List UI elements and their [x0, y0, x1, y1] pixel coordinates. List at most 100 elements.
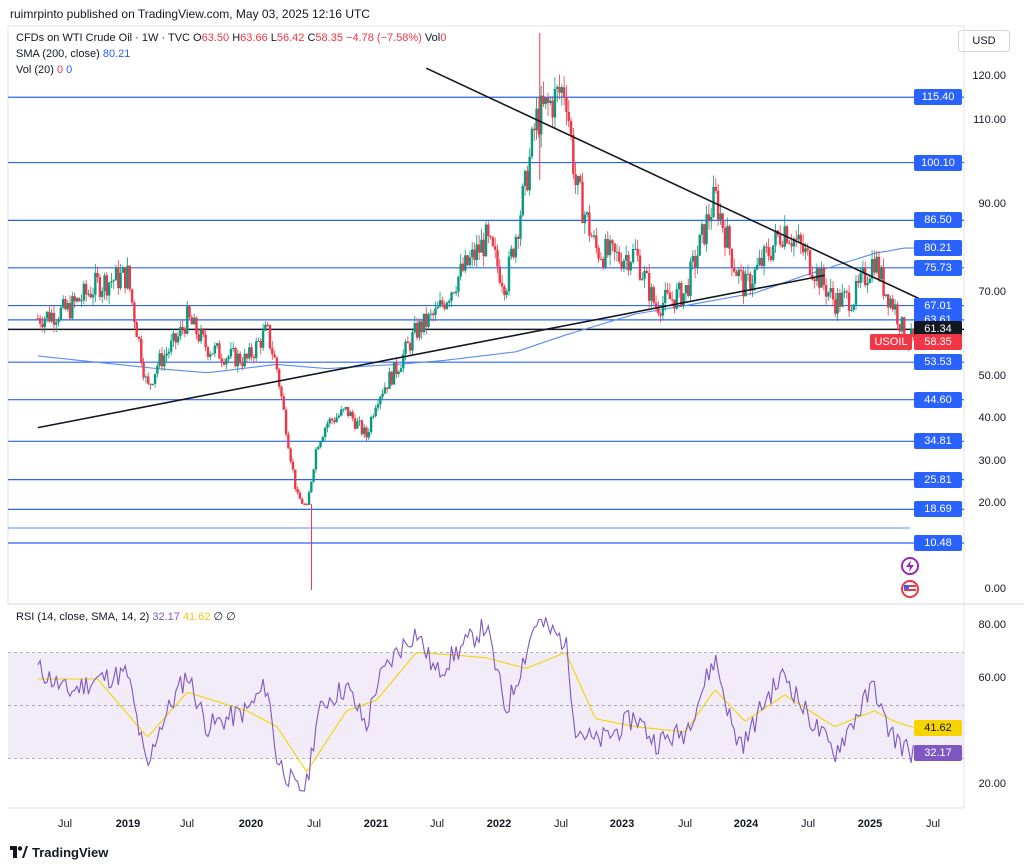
price-tick: 50.00	[978, 370, 1006, 382]
candle-body	[232, 348, 235, 350]
candle-body	[569, 121, 573, 135]
candle-body	[349, 411, 352, 416]
candle-body	[581, 182, 584, 224]
candle-body	[356, 421, 359, 429]
candle-body	[144, 376, 148, 378]
candle-body	[693, 255, 697, 269]
candle-body	[385, 387, 389, 389]
candle-body	[280, 386, 283, 397]
close-label: C	[307, 32, 316, 44]
footer-brand[interactable]: TradingView	[10, 845, 108, 860]
rsi-value: 32.17	[152, 611, 180, 623]
candle-body	[80, 300, 83, 302]
rsi-tick: 60.00	[978, 672, 1006, 684]
candle-body	[418, 321, 421, 338]
candle-body	[415, 323, 419, 338]
candle-body	[836, 293, 839, 314]
candle-body	[859, 273, 862, 283]
candle-body	[820, 268, 823, 288]
candle-body	[273, 354, 276, 358]
candle-body	[167, 351, 171, 354]
candle-body	[477, 244, 481, 253]
candle-body	[602, 259, 605, 268]
candle-body	[875, 256, 878, 273]
candle-body	[526, 170, 529, 191]
candle-body	[505, 291, 508, 296]
candle-body	[682, 293, 685, 306]
candle-body	[192, 317, 196, 325]
candle-body	[399, 368, 403, 372]
candle-body	[774, 230, 777, 246]
candle-body	[744, 273, 747, 297]
volume-legend[interactable]: Vol (20) 0 0	[16, 64, 72, 76]
candle-body	[156, 365, 159, 375]
candle-body	[585, 212, 589, 215]
candle-body	[622, 260, 626, 269]
candle-body	[188, 306, 191, 318]
candle-body	[312, 469, 315, 482]
candle-body	[257, 340, 260, 342]
candle-body	[87, 293, 90, 295]
sma-legend[interactable]: SMA (200, close) 80.21	[16, 48, 130, 60]
candle-body	[245, 353, 249, 359]
rsi-extra: ∅ ∅	[213, 611, 236, 623]
candle-body	[760, 257, 763, 267]
candle-body	[411, 332, 414, 351]
candle-body	[482, 239, 485, 257]
candle-body	[296, 488, 299, 493]
candle-body	[392, 362, 396, 385]
candle-body	[900, 317, 904, 332]
candle-body	[379, 396, 382, 405]
candle-body	[684, 285, 688, 294]
candle-body	[742, 271, 745, 297]
sma-price-label: 80.21	[914, 240, 962, 257]
candle-body	[618, 251, 621, 262]
candle-body	[169, 340, 173, 352]
candle-body	[204, 334, 207, 348]
candle-body	[516, 236, 520, 239]
us-flag-icon[interactable]	[901, 580, 919, 598]
candle-body	[333, 420, 336, 423]
candle-body	[358, 420, 361, 422]
candle-body	[650, 287, 653, 301]
candle-body	[268, 324, 272, 349]
candle-body	[181, 327, 184, 330]
candle-body	[179, 327, 182, 337]
candle-body	[413, 323, 416, 333]
candle-body	[431, 313, 435, 316]
candle-body	[209, 354, 212, 357]
candle-body	[643, 270, 646, 279]
rsi-ma-line	[37, 652, 914, 773]
candle-body	[818, 268, 821, 288]
candle-body	[372, 416, 375, 418]
sma-value: 80.21	[102, 48, 131, 60]
rsi-tick: 20.00	[978, 778, 1006, 790]
candle-body	[912, 328, 915, 338]
candle-body	[574, 174, 577, 186]
candle-body	[873, 259, 876, 273]
rsi-legend[interactable]: RSI (14, close, SMA, 14, 2) 32.17 41.62 …	[16, 610, 236, 623]
candle-body	[634, 248, 637, 250]
candle-body	[795, 238, 798, 240]
candle-body	[52, 312, 56, 325]
candle-body	[590, 235, 593, 237]
level-label: 25.81	[914, 471, 962, 488]
candle-body	[445, 302, 449, 309]
candle-body	[461, 263, 465, 271]
candle-body	[751, 283, 754, 291]
sma-label: SMA (200, close)	[16, 48, 100, 60]
candle-body	[140, 338, 143, 363]
candle-body	[238, 353, 242, 364]
candle-body	[220, 358, 223, 362]
candle-body	[383, 387, 387, 394]
candle-body	[613, 243, 616, 253]
candle-body	[753, 269, 757, 284]
time-tick: Jul	[553, 818, 569, 830]
lightning-icon[interactable]	[901, 557, 919, 575]
candle-body	[767, 247, 770, 257]
candle-body	[89, 293, 92, 298]
candle-body	[450, 292, 453, 301]
currency-button[interactable]: USD	[958, 30, 1010, 52]
candle-body	[82, 283, 86, 301]
